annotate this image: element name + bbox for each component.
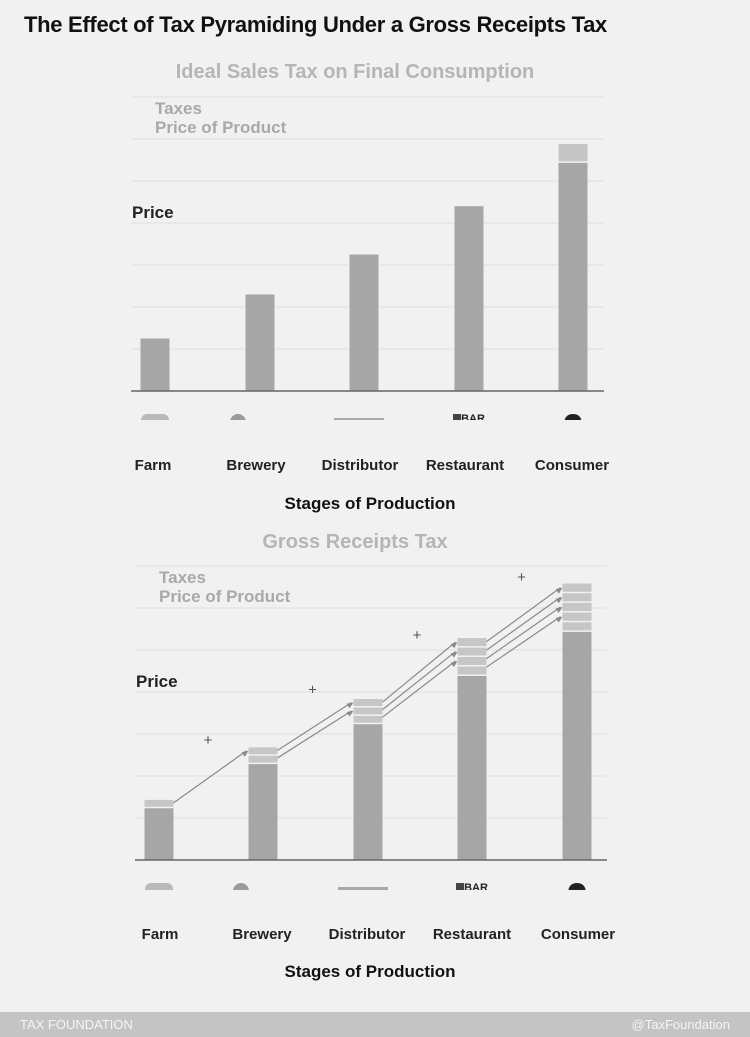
chart-1-ylabel: Price [132, 203, 174, 222]
plus-annotation: + [204, 732, 213, 749]
chart-2-plot: + + + + BEER TRANSPORT BAR [135, 565, 607, 890]
chart-1-transport-truck-icon: TRANSPORT [334, 418, 384, 420]
bar-tax-farm [144, 799, 174, 808]
bar-price-brewery [248, 763, 278, 860]
chart-1-legend-taxes: Taxes [155, 99, 202, 118]
chart-2-stage-label-consumer: Consumer [540, 926, 616, 943]
bar-price-restaurant [454, 206, 484, 391]
chart-2-transport-truck-icon: TRANSPORT [338, 887, 388, 890]
chart-2-consumer-person-icon [568, 883, 586, 890]
bar-tax-consumer [558, 143, 588, 163]
arrow-head [450, 661, 458, 668]
chart-1-brewery-icon: BEER [230, 414, 246, 420]
chart-1-stage-label-distributor: Distributor [321, 457, 399, 474]
chart-2-bar-building-icon: BAR [456, 882, 488, 890]
bar-price-farm [144, 807, 174, 860]
footer: TAX FOUNDATION @TaxFoundation [0, 1012, 750, 1037]
pyramiding-arrow [277, 710, 352, 759]
arrow-head [555, 597, 563, 604]
pyramiding-arrow [486, 616, 561, 668]
chart-2-brewery-icon: BEER [233, 883, 249, 890]
bar-price-consumer [558, 162, 588, 391]
bar-tax-distributor [353, 698, 383, 724]
chart-1-consumer-person-icon [564, 414, 582, 420]
chart-1-stage-label-restaurant: Restaurant [425, 457, 505, 474]
chart-1-bar-building-icon: BAR [453, 413, 485, 420]
bar-price-distributor [353, 723, 383, 860]
arrow-head [346, 702, 354, 709]
chart-1-stage-label-consumer: Consumer [534, 457, 610, 474]
pyramiding-arrow [382, 660, 456, 718]
pyramiding-arrow [486, 587, 561, 643]
pyramiding-arrow [173, 750, 247, 804]
pyramiding-arrow [382, 651, 456, 711]
bar-price-farm [140, 338, 170, 391]
bar-price-brewery [245, 294, 275, 391]
chart-2-grain-bag-icon [145, 883, 173, 890]
bar-price-distributor [349, 254, 379, 391]
chart-1-xlabel: Stages of Production [284, 494, 456, 513]
arrow-head [346, 710, 354, 717]
arrow-head [555, 606, 563, 613]
arrow-head [450, 642, 458, 649]
chart-2-stage-label-brewery: Brewery [232, 926, 292, 943]
svg-text:BAR: BAR [464, 882, 488, 890]
bar-tax-consumer [562, 582, 592, 632]
arrow-head [555, 616, 563, 623]
arrow-head [450, 651, 458, 658]
footer-brand: TAX FOUNDATION [20, 1017, 133, 1032]
chart-2-legend-taxes: Taxes [159, 568, 206, 587]
chart-2-stage-label-farm: Farm [141, 926, 179, 943]
arrow-head [241, 750, 249, 757]
chart-1-legend-price: Price of Product [155, 118, 287, 137]
chart-2-legend-price: Price of Product [159, 587, 291, 606]
chart-2-stage-label-distributor: Distributor [328, 926, 406, 943]
chart-2-stage-label-restaurant: Restaurant [432, 926, 512, 943]
plus-annotation: + [413, 627, 422, 644]
chart-1-stage-label-brewery: Brewery [226, 457, 286, 474]
chart-1-grain-bag-icon [141, 414, 169, 420]
chart-2-xlabel: Stages of Production [284, 962, 456, 981]
chart-1-title: Ideal Sales Tax on Final Consumption [175, 61, 535, 83]
chart-1-plot: BEER TRANSPORT BAR [131, 96, 604, 420]
bar-price-restaurant [457, 675, 487, 860]
pyramiding-arrow [486, 606, 561, 660]
pyramiding-arrow [486, 596, 561, 651]
pyramiding-arrow [382, 641, 456, 703]
page-title: The Effect of Tax Pyramiding Under a Gro… [24, 12, 607, 37]
pyramiding-arrow [277, 701, 352, 751]
chart-2-title: Gross Receipts Tax [262, 531, 448, 553]
footer-handle: @TaxFoundation [631, 1017, 730, 1032]
arrow-head [555, 587, 563, 594]
svg-text:BAR: BAR [461, 413, 485, 420]
plus-annotation: + [308, 681, 317, 698]
plus-annotation: + [517, 569, 526, 586]
bar-price-consumer [562, 631, 592, 860]
chart-2-ylabel: Price [136, 672, 178, 691]
chart-1-stage-label-farm: Farm [134, 457, 172, 474]
